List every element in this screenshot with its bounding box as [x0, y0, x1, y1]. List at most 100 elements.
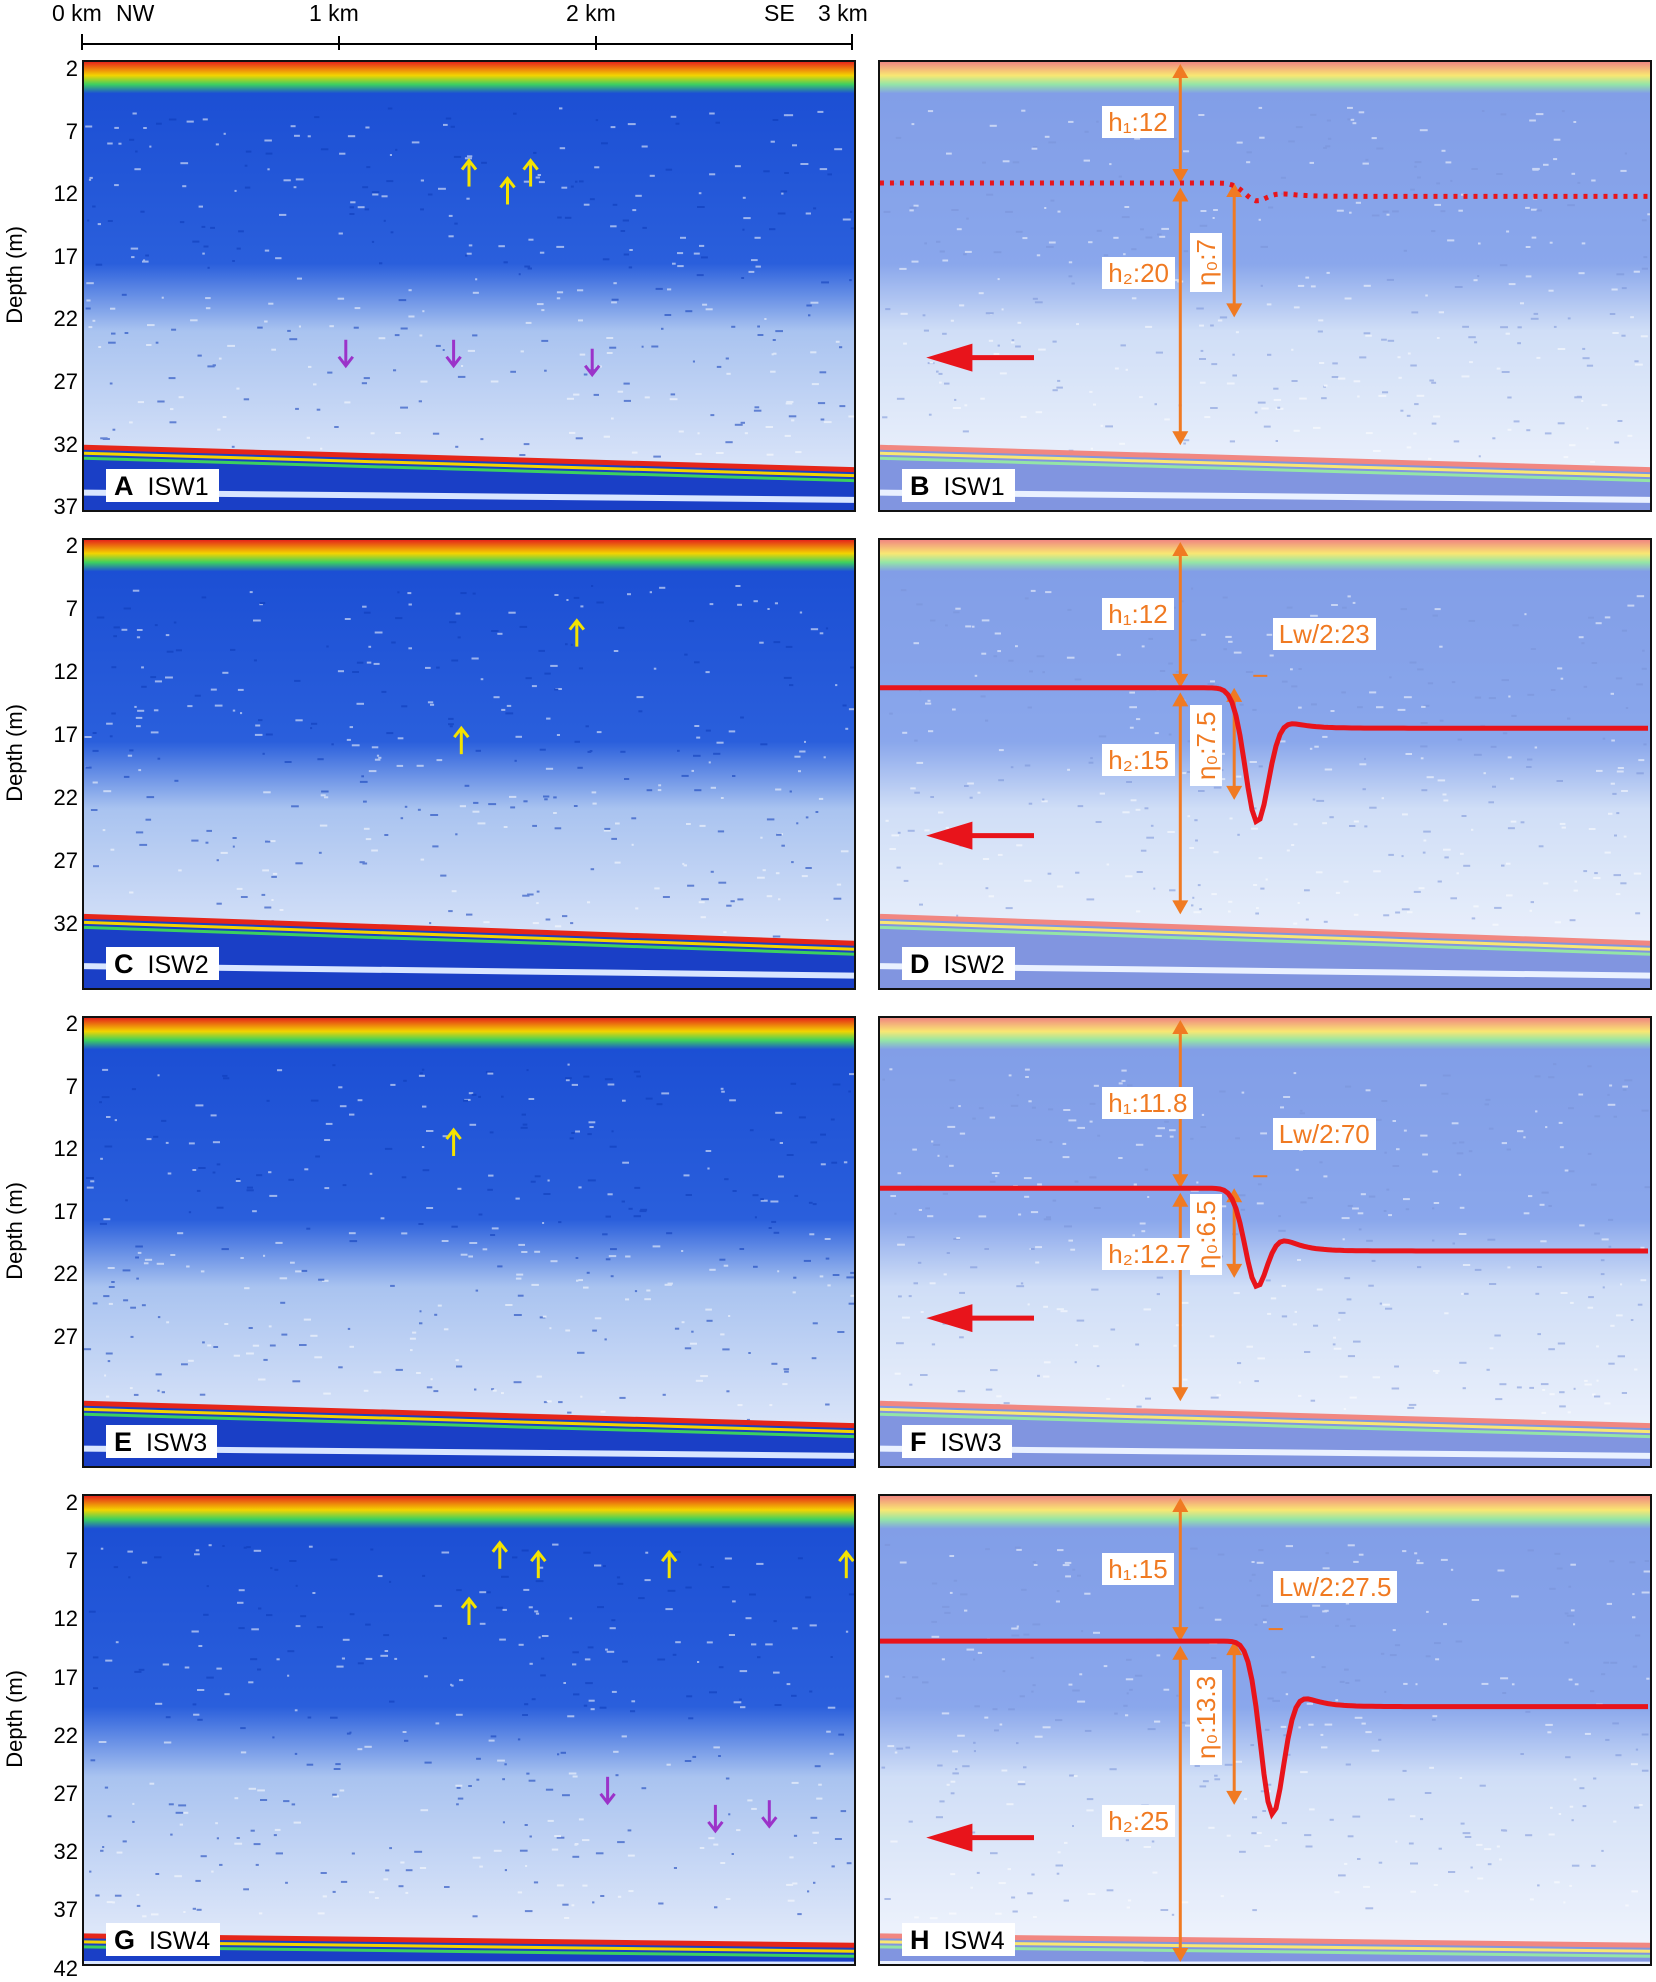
depth-tick: 27	[53, 1781, 78, 1806]
lw-annotation: Lᴡ/2:70	[1272, 1118, 1376, 1151]
purple-marker-arrow	[337, 339, 354, 369]
echogram-image	[880, 540, 1650, 988]
h2-annotation: h₂:25	[1102, 1804, 1175, 1837]
depth-tick: 22	[53, 306, 78, 332]
depth-tick: 7	[65, 596, 78, 621]
wave-profile-line	[880, 685, 1648, 826]
panel-letter: B	[910, 471, 930, 501]
depth-tick: 7	[65, 118, 78, 144]
yellow-marker-arrow	[491, 1540, 508, 1569]
yellow-marker-arrow	[445, 1127, 462, 1156]
depth-tick: 32	[53, 911, 78, 936]
depth-tick: 2	[65, 1490, 78, 1515]
depth-axis-label: Depth (m)	[2, 1182, 27, 1280]
depth-tick: 12	[53, 1606, 78, 1632]
purple-marker-arrow	[707, 1804, 724, 1834]
scale-tick-2: 2 km	[566, 0, 616, 26]
yellow-marker-arrow	[530, 1549, 547, 1579]
purple-marker-arrow	[599, 1776, 616, 1806]
echogram-panel-c: C ISW2	[82, 538, 856, 990]
depth-tick: 42	[53, 1955, 78, 1981]
depth-tick: 17	[53, 243, 78, 269]
propagation-arrow	[926, 1823, 1034, 1852]
depth-tick: 17	[53, 722, 78, 747]
wave-profile-line	[880, 1638, 1648, 1820]
h1-arrow	[1172, 542, 1189, 688]
depth-tick: 17	[53, 1198, 78, 1224]
purple-marker-arrow	[445, 339, 462, 369]
yellow-marker-arrow	[568, 618, 585, 647]
eta-annotation: η₀:7	[1190, 233, 1223, 293]
depth-tick: 37	[53, 494, 78, 520]
eta-annotation: η₀:7.5	[1190, 705, 1223, 786]
panel-letter: H	[910, 1925, 930, 1955]
panel-label: C ISW2	[106, 947, 219, 980]
panel-wave-name: ISW3	[146, 1429, 208, 1457]
panel-letter: D	[910, 949, 930, 979]
echogram-panel-b: h₁:12 h₂:20 η₀:7 B ISW1	[878, 60, 1652, 512]
scale-tick-3: 3 km	[818, 0, 868, 26]
yellow-marker-arrow	[661, 1549, 678, 1579]
depth-tick: 22	[53, 1261, 78, 1287]
echogram-image	[880, 1496, 1650, 1964]
panel-letter: C	[114, 949, 134, 979]
depth-tick: 12	[53, 181, 78, 207]
wave-profile-line	[880, 1185, 1648, 1290]
lw-annotation: Lᴡ/2:23	[1272, 617, 1376, 650]
depth-tick: 27	[53, 1324, 78, 1349]
eta-annotation: η₀:13.3	[1190, 1669, 1223, 1765]
eta-arrow	[1226, 1641, 1243, 1805]
yellow-marker-arrow	[838, 1549, 854, 1579]
echogram-panel-a: A ISW1	[82, 60, 856, 512]
distance-scale-bar: 0 km NW 1 km 2 km SE 3 km	[0, 0, 1656, 60]
depth-axis-label: Depth (m)	[2, 704, 27, 802]
h2-annotation: h₂:12.7	[1102, 1238, 1197, 1270]
h1-annotation: h₁:12	[1102, 106, 1174, 139]
h2-annotation: h₂:20	[1102, 257, 1175, 290]
lw-annotation: Lᴡ/2:27.5	[1272, 1571, 1398, 1604]
eta-annotation: η₀:6.5	[1190, 1194, 1223, 1276]
depth-tick: 7	[65, 1073, 78, 1099]
panel-letter: G	[114, 1925, 136, 1955]
echogram-panel-d: h₁:12 h₂:15 η₀:7.5 Lᴡ/2:23 D ISW2	[878, 538, 1652, 990]
h1-annotation: h₁:12	[1102, 597, 1174, 630]
echogram-panel-e: E ISW3	[82, 1016, 856, 1468]
depth-tick: 2	[65, 1011, 78, 1036]
panel-label: F ISW3	[902, 1425, 1012, 1458]
propagation-arrow	[926, 343, 1034, 372]
h2-arrow	[1172, 1192, 1189, 1402]
h1-annotation: h₁:15	[1102, 1552, 1174, 1585]
panel-wave-name: ISW4	[943, 1927, 1005, 1955]
echogram-image	[84, 1018, 854, 1466]
h2-arrow	[1172, 692, 1189, 915]
depth-axis-label: Depth (m)	[2, 1670, 27, 1768]
panel-label: B ISW1	[902, 469, 1015, 502]
depth-tick: 2	[65, 533, 78, 558]
panel-label: H ISW4	[902, 1923, 1015, 1956]
depth-tick: 22	[53, 785, 78, 810]
panel-letter: A	[114, 471, 134, 501]
panel-wave-name: ISW3	[940, 1429, 1002, 1457]
panel-letter: E	[114, 1427, 133, 1457]
depth-tick: 17	[53, 1664, 78, 1690]
panel-label: E ISW3	[106, 1425, 218, 1458]
panel-letter: F	[910, 1427, 927, 1457]
panel-label: A ISW1	[106, 469, 219, 502]
yellow-marker-arrow	[460, 1596, 478, 1625]
echogram-image	[84, 62, 854, 510]
scale-tick-1: 1 km	[309, 0, 359, 26]
echogram-panel-h: h₁:15 h₂:25 η₀:13.3 Lᴡ/2:27.5 H ISW4	[878, 1494, 1652, 1966]
echogram-image	[84, 1496, 854, 1964]
depth-axis-label: Depth (m)	[2, 226, 27, 324]
nw-label: NW	[116, 0, 155, 26]
panel-wave-name: ISW1	[147, 473, 209, 501]
depth-tick: 7	[65, 1548, 78, 1574]
yellow-marker-arrow	[453, 725, 470, 755]
panel-label: D ISW2	[902, 947, 1015, 980]
h2-annotation: h₂:15	[1102, 744, 1175, 777]
h2-arrow	[1172, 1645, 1189, 1962]
purple-marker-arrow	[761, 1800, 778, 1829]
depth-tick: 22	[53, 1722, 78, 1748]
panel-label: G ISW4	[106, 1923, 221, 1956]
echogram-image	[84, 540, 854, 988]
